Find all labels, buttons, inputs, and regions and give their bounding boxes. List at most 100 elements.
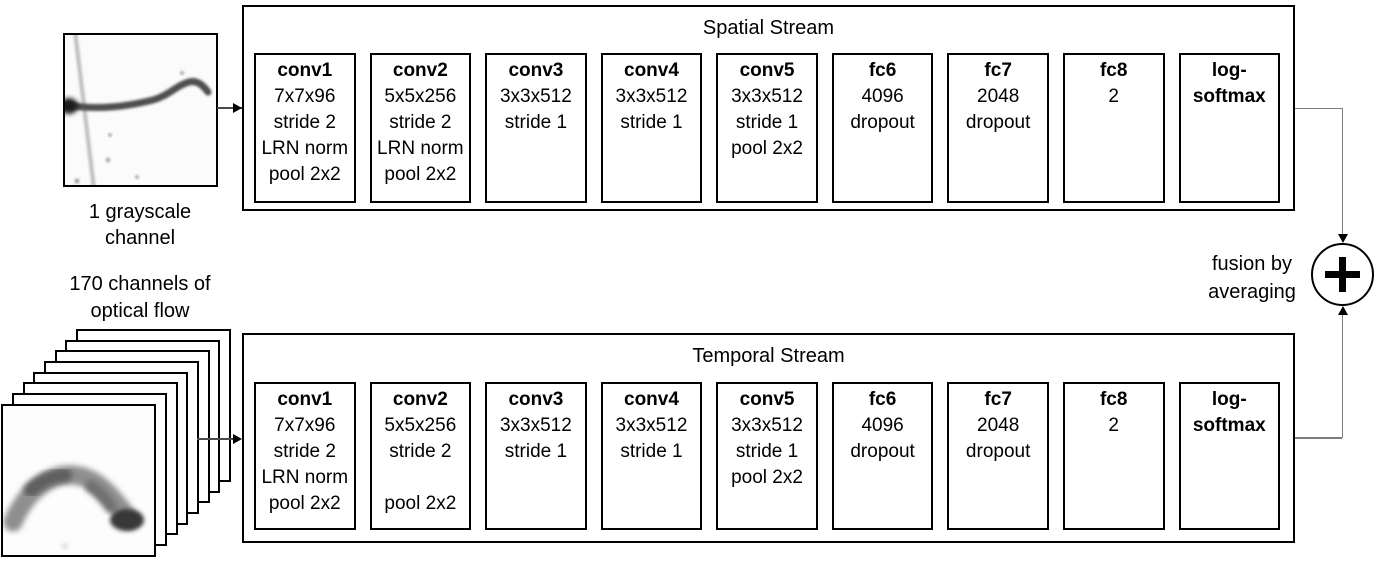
- layer-name: log- softmax: [1192, 60, 1266, 107]
- layer-line: 2048: [977, 415, 1020, 436]
- spatial-output-connector-h: [1295, 107, 1342, 109]
- layer-line: stride 2: [273, 441, 336, 462]
- layer-box: fc6 4096 dropout: [831, 382, 934, 530]
- layer-name: conv3: [508, 389, 564, 410]
- layer-line: pool 2x2: [731, 138, 803, 159]
- layer-name: conv5: [739, 389, 795, 410]
- layer-line: 4096: [861, 415, 904, 436]
- layer-line: stride 1: [735, 112, 799, 133]
- layer-line: [372, 465, 470, 491]
- layer-name: conv2: [392, 60, 448, 81]
- layer-box: conv4 3x3x512 stride 1: [600, 382, 703, 530]
- spatial-input-arrowhead-icon: [233, 102, 242, 113]
- layer-line: 2048: [977, 86, 1020, 107]
- layer-box: conv3 3x3x512 stride 1: [485, 53, 587, 203]
- worm-micrograph-drawing: [65, 35, 216, 185]
- fusion-bottom-arrowhead-icon: [1337, 306, 1348, 315]
- layer-name: conv4: [624, 389, 679, 410]
- layer-line: 2: [1108, 415, 1119, 436]
- layer-line: pool 2x2: [731, 467, 803, 488]
- layer-line: LRN norm: [261, 138, 349, 159]
- layer-box: conv2 5x5x256 stride 2 LRN norm pool 2x2: [369, 53, 472, 203]
- temporal-output-connector-h: [1295, 437, 1342, 439]
- spatial-input-arrow-line: [217, 107, 242, 109]
- layer-box: conv2 5x5x256 stride 2 pool 2x2: [369, 382, 472, 530]
- layer-line: 3x3x512: [731, 415, 803, 436]
- layer-line: 2: [1108, 86, 1119, 107]
- layer-line: stride 1: [620, 441, 683, 462]
- layer-line: 3x3x512: [499, 415, 572, 436]
- layer-name: fc6: [868, 60, 897, 81]
- grayscale-input-label: 1 grayscale channel: [88, 201, 192, 249]
- layer-name: fc8: [1099, 389, 1128, 410]
- layer-line: dropout: [965, 441, 1031, 462]
- fusion-label: fusion by averaging: [1208, 253, 1296, 303]
- fusion-top-arrowhead-icon: [1337, 234, 1348, 243]
- layer-line: pool 2x2: [268, 493, 341, 514]
- layer-line: 5x5x256: [384, 86, 457, 107]
- layer-name: fc7: [984, 60, 1012, 81]
- optical-flow-label: 170 channels of optical flow: [69, 273, 211, 322]
- layer-box: conv4 3x3x512 stride 1: [600, 53, 703, 203]
- layer-box: conv1 7x7x96 stride 2 LRN norm pool 2x2: [254, 382, 356, 530]
- layer-line: LRN norm: [261, 467, 349, 488]
- layer-box: fc7 2048 dropout: [947, 53, 1049, 203]
- layer-name: conv5: [739, 60, 795, 81]
- optical-flow-drawing: [3, 406, 154, 555]
- layer-line: dropout: [850, 112, 915, 133]
- layer-name: conv1: [277, 389, 333, 410]
- layer-line: 3x3x512: [499, 86, 572, 107]
- layer-name: conv4: [624, 60, 679, 81]
- layer-line: 7x7x96: [274, 415, 336, 436]
- layer-line: stride 1: [620, 112, 683, 133]
- layer-line: pool 2x2: [268, 164, 341, 185]
- layer-line: dropout: [965, 112, 1031, 133]
- layer-line: pool 2x2: [384, 164, 457, 185]
- layer-name: fc8: [1099, 60, 1128, 81]
- plus-icon: [1339, 257, 1346, 292]
- layer-name: log- softmax: [1192, 389, 1266, 436]
- layer-box: conv5 3x3x512 stride 1 pool 2x2: [716, 382, 818, 530]
- grayscale-input-image: [63, 33, 218, 187]
- layer-box: fc8 2: [1062, 53, 1165, 203]
- layer-line: dropout: [850, 441, 915, 462]
- layer-name: conv3: [508, 60, 564, 81]
- layer-line: LRN norm: [377, 138, 464, 159]
- temporal-stream-box: Temporal Stream conv1 7x7x96 stride 2 LRN n…: [242, 333, 1295, 543]
- layer-name: fc7: [984, 389, 1012, 410]
- temporal-layer-row: conv1 7x7x96 stride 2 LRN norm pool 2x2 conv2…: [254, 382, 1281, 530]
- temporal-input-arrowhead-icon: [233, 433, 242, 444]
- layer-line: stride 2: [389, 112, 452, 133]
- layer-box: log- softmax: [1178, 382, 1281, 530]
- layer-line: 3x3x512: [615, 86, 688, 107]
- layer-box: fc8 2: [1062, 382, 1165, 530]
- temporal-output-connector-v: [1341, 315, 1343, 438]
- spatial-layer-row: conv1 7x7x96 stride 2 LRN norm pool 2x2 conv2…: [254, 53, 1281, 203]
- spatial-stream-title: Spatial Stream: [702, 17, 835, 39]
- layer-box: fc7 2048 dropout: [947, 382, 1049, 530]
- temporal-stream-title: Temporal Stream: [692, 345, 845, 367]
- layer-box: conv1 7x7x96 stride 2 LRN norm pool 2x2: [254, 53, 356, 203]
- layer-line: stride 1: [735, 441, 799, 462]
- layer-box: conv3 3x3x512 stride 1: [485, 382, 587, 530]
- layer-line: stride 1: [504, 441, 568, 462]
- spatial-output-connector-v: [1341, 107, 1343, 235]
- layer-line: 7x7x96: [274, 86, 336, 107]
- layer-line: 3x3x512: [615, 415, 688, 436]
- flow-frame-front: [1, 404, 156, 557]
- layer-box: log- softmax: [1178, 53, 1281, 203]
- layer-box: conv5 3x3x512 stride 1 pool 2x2: [716, 53, 818, 203]
- temporal-input-arrow-line: [197, 438, 233, 440]
- layer-name: conv2: [392, 389, 448, 410]
- layer-line: stride 2: [273, 112, 336, 133]
- layer-line: 5x5x256: [384, 415, 457, 436]
- layer-line: 4096: [861, 86, 904, 107]
- layer-line: pool 2x2: [384, 493, 457, 514]
- layer-box: fc6 4096 dropout: [831, 53, 934, 203]
- layer-line: stride 2: [389, 441, 452, 462]
- layer-name: conv1: [277, 60, 333, 81]
- layer-name: fc6: [868, 389, 897, 410]
- layer-line: 3x3x512: [731, 86, 803, 107]
- layer-line: stride 1: [504, 112, 568, 133]
